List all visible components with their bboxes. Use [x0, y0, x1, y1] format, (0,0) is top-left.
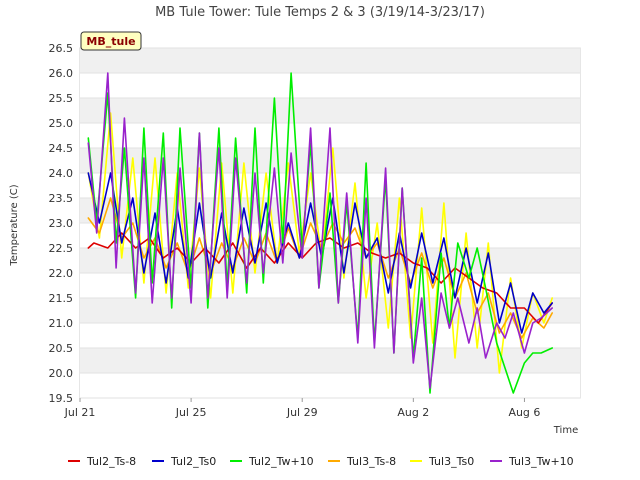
y-tick-label: 21.5: [49, 292, 74, 305]
x-tick-label: Aug 6: [508, 406, 540, 419]
y-tick-label: 24.0: [49, 167, 74, 180]
legend-label: Tul2_Ts0: [170, 455, 216, 468]
x-tick-label: Jul 25: [175, 406, 207, 419]
y-tick-label: 22.0: [49, 267, 74, 280]
y-tick-label: 26.5: [49, 42, 74, 55]
legend-label: Tul3_Ts-8: [346, 455, 396, 468]
y-tick-label: 20.0: [49, 367, 74, 380]
y-tick-label: 21.0: [49, 317, 74, 330]
site-badge: MB_tule: [80, 31, 142, 51]
y-tick-label: 23.5: [49, 192, 74, 205]
y-tick-label: 25.5: [49, 92, 74, 105]
legend-label: Tul2_Tw+10: [248, 455, 314, 468]
x-tick-label: Jul 29: [286, 406, 318, 419]
y-tick-label: 24.5: [49, 142, 74, 155]
series-line-tul3-tw-10: [87, 72, 554, 389]
y-tick-label: 25.0: [49, 117, 74, 130]
y-tick-label: 20.5: [49, 342, 74, 355]
grid-band: [80, 48, 580, 73]
site-badge-label: MB_tule: [86, 35, 135, 48]
site-badge-box: [80, 31, 142, 51]
chart-title: MB Tule Tower: Tule Temps 2 & 3 (3/19/14…: [155, 5, 485, 20]
y-tick-label: 26.0: [49, 67, 74, 80]
grid-band: [80, 373, 580, 398]
grid-band: [80, 348, 580, 373]
legend: Tul2_Ts-8 Tul2_Ts0 Tul2_Tw+10 Tul3_Ts-8 Tul3…: [68, 455, 574, 468]
grid-band: [80, 223, 580, 248]
x-axis-label: Time: [553, 425, 578, 436]
x-tick-label: Jul 21: [64, 406, 96, 419]
y-tick-label: 22.5: [49, 242, 74, 255]
legend-label: Tul3_Tw+10: [508, 455, 574, 468]
legend-label: Tul2_Ts-8: [86, 455, 136, 468]
legend-label: Tul3_Ts0: [428, 455, 474, 468]
x-tick-label: Aug 2: [397, 406, 429, 419]
y-tick-label: 19.5: [49, 392, 74, 405]
grid-band: [80, 73, 580, 98]
y-axis-label: Temperature (C): [9, 184, 20, 266]
y-tick-label: 23.0: [49, 217, 74, 230]
grid-band: [80, 98, 580, 123]
